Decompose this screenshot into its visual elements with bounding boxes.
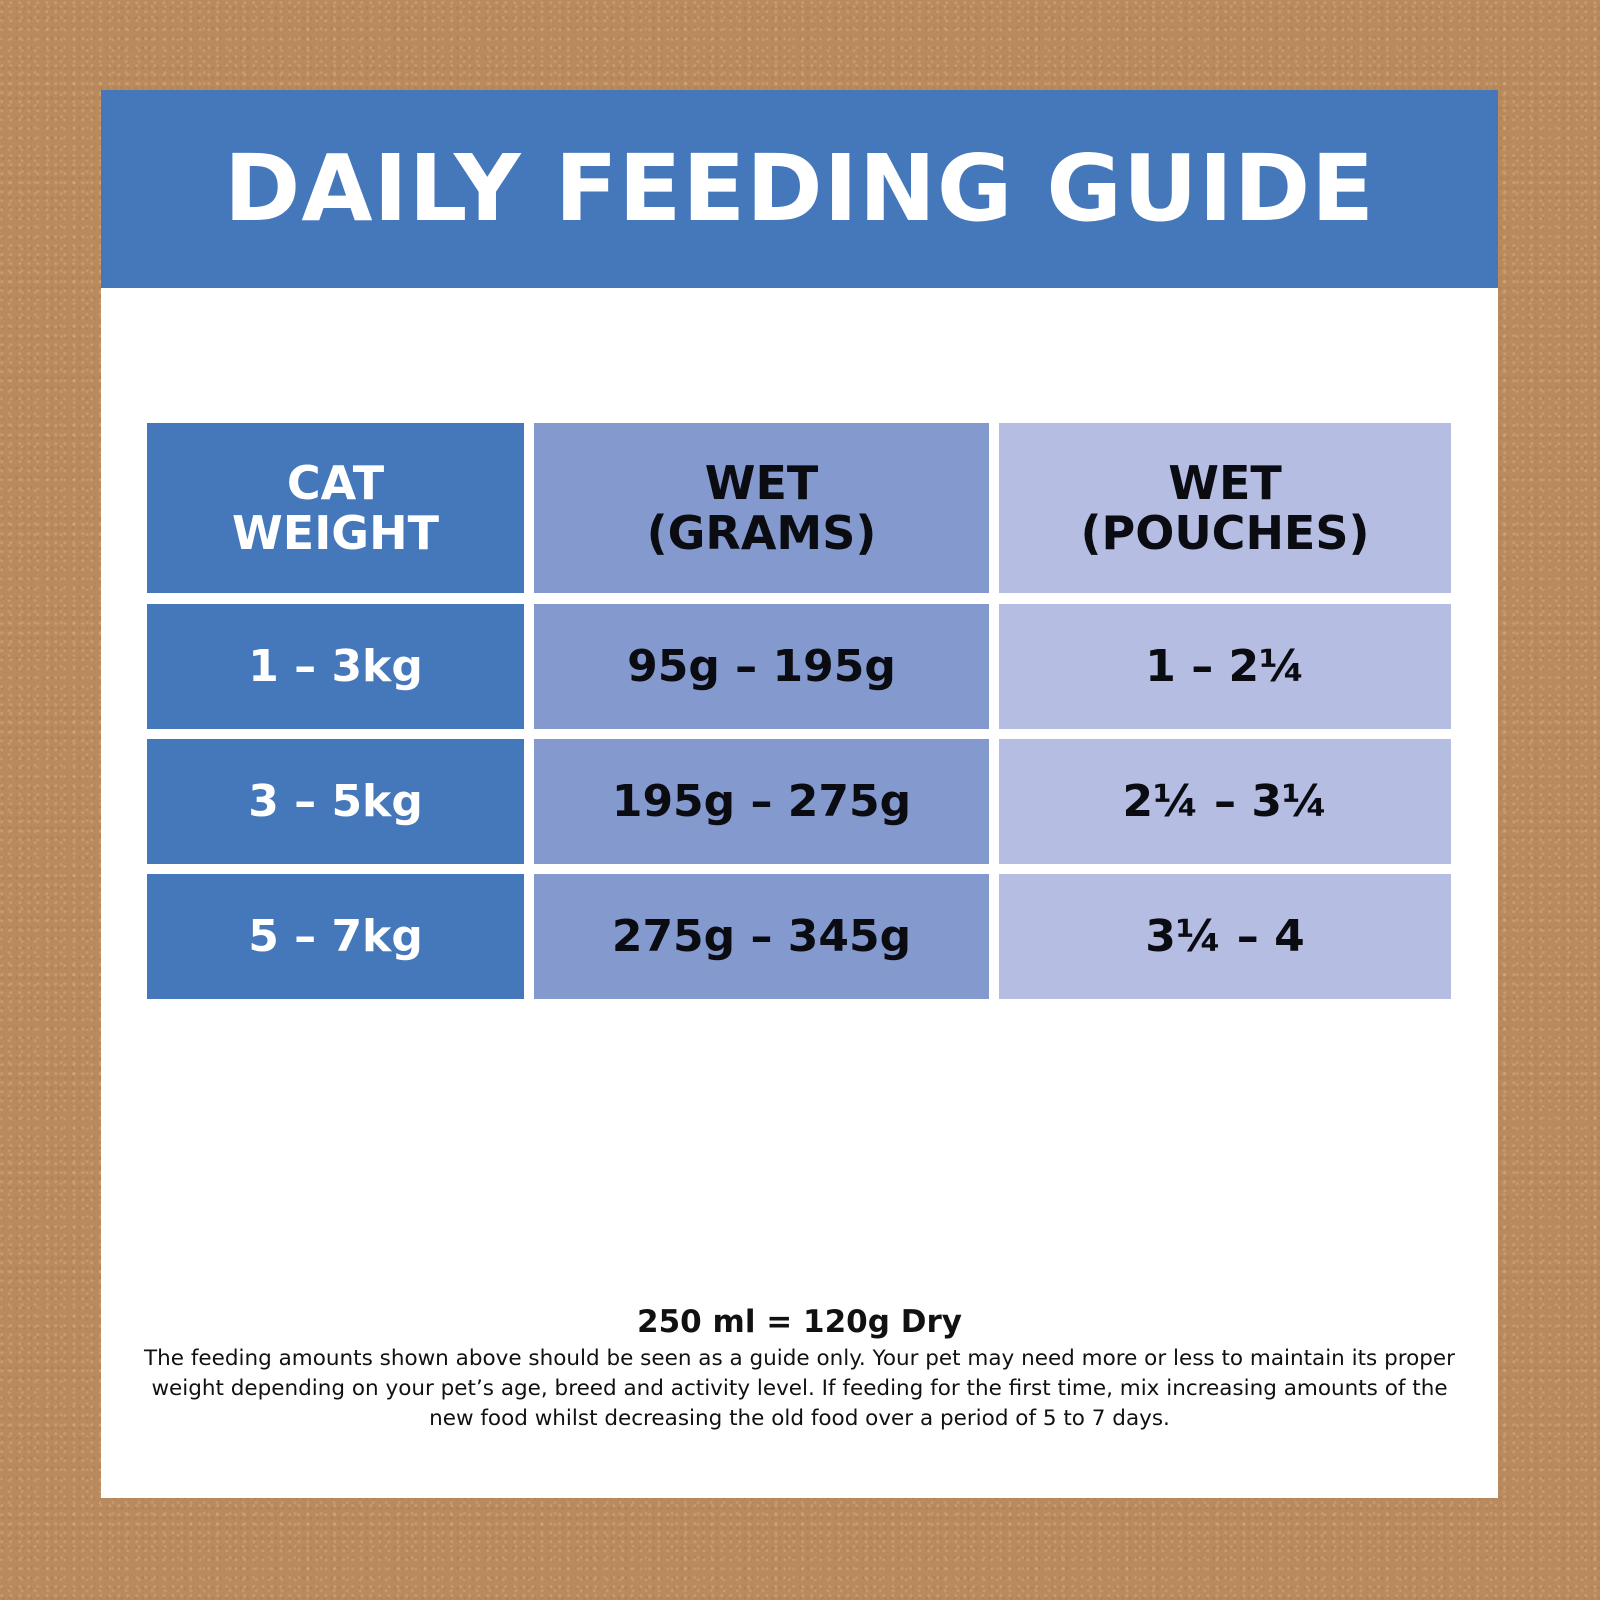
cell-pouches-row2: 2¼ – 3¼ <box>999 739 1451 864</box>
cell-grams-row3: 275g – 345g <box>534 874 989 999</box>
cell-grams-row2: 195g – 275g <box>534 739 989 864</box>
header-cat-weight-line2: WEIGHT <box>232 506 439 560</box>
cell-pouches-row3: 3¼ – 4 <box>999 874 1451 999</box>
header-wet-grams-line1: WET <box>704 456 819 510</box>
header-wet-pouches-line2: (POUCHES) <box>1080 506 1370 560</box>
conversion-note: 250 ml = 120g Dry <box>637 1304 962 1340</box>
cell-pouches-row1: 1 – 2¼ <box>999 604 1451 729</box>
header-wet-grams: WET (GRAMS) <box>534 423 989 593</box>
header-wet-pouches: WET (POUCHES) <box>999 423 1451 593</box>
header-cat-weight: CAT WEIGHT <box>147 423 524 593</box>
title-banner: DAILY FEEDING GUIDE <box>101 90 1498 288</box>
cell-weight-row2: 3 – 5kg <box>147 739 524 864</box>
cell-grams-row1: 95g – 195g <box>534 604 989 729</box>
cell-weight-row1: 1 – 3kg <box>147 604 524 729</box>
cell-weight-row3: 5 – 7kg <box>147 874 524 999</box>
feeding-disclaimer: The feeding amounts shown above should b… <box>144 1346 1455 1431</box>
header-cat-weight-line1: CAT <box>286 456 385 510</box>
header-wet-pouches-line1: WET <box>1168 456 1282 510</box>
page-title: DAILY FEEDING GUIDE <box>223 135 1376 242</box>
feeding-guide-card: DAILY FEEDING GUIDE CAT WEIGHT WET (GRAM… <box>101 90 1498 1498</box>
header-wet-grams-line2: (GRAMS) <box>646 506 877 560</box>
